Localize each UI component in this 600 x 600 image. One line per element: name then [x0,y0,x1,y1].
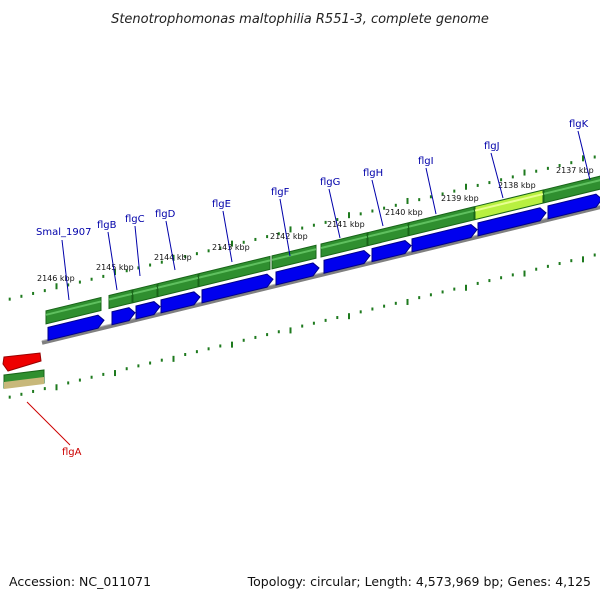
gene-label-flga[interactable]: flgA [62,447,82,458]
gene-leader-line [279,198,291,257]
gene-band-shine [271,248,317,261]
lower-position-scale [8,253,596,399]
position-label: 2142 kbp [270,232,308,241]
gene-leader-line [490,152,504,199]
position-label: 2145 kbp [96,263,134,272]
gene-band-shine [474,193,544,212]
position-label: 2137 kbp [556,166,594,175]
cds-arrow[interactable] [547,193,600,220]
gene-label-flgg[interactable]: flgG [320,177,340,188]
gene-label-smal_1907[interactable]: Smal_1907 [36,227,91,238]
gene-label-flgi[interactable]: flgI [418,156,434,167]
cds-track[interactable] [47,193,600,341]
position-label: 2141 kbp [327,220,365,229]
position-label: 2143 kbp [212,243,250,252]
gene-track[interactable] [45,175,600,325]
gene-band-shine [367,225,409,238]
cds-arrow[interactable] [111,307,136,326]
position-label: 2138 kbp [498,181,536,190]
gene-leader-line [425,167,437,215]
cds-arrow[interactable] [477,207,547,237]
gene-band-shine [157,276,199,289]
cds-arrow[interactable] [371,240,412,263]
gene-band-shine [198,259,271,279]
position-label: 2140 kbp [385,208,423,217]
accession-text: Accession: NC_011071 [9,574,151,589]
gene-labels[interactable]: Smal_1907 flgB flgC flgD flgE flgF flgG flgH flg… [26,119,591,458]
gene-label-flgc[interactable]: flgC [125,214,145,225]
gene-leader-line [328,188,341,239]
cds-arrow[interactable] [275,262,320,286]
cds-arrow[interactable] [135,301,161,320]
cds-arrow[interactable] [160,291,201,314]
gene-label-flgb[interactable]: flgB [97,220,117,231]
gene-band-shine [543,179,600,195]
gene-label-flgj[interactable]: flgJ [484,141,500,152]
gene-band-shine [108,292,133,301]
gene-leader-line [577,130,591,181]
gene-label-flgk[interactable]: flgK [569,119,589,130]
cds-arrow[interactable] [47,314,105,341]
cds-arrow[interactable] [411,224,478,253]
lower-strand-features[interactable] [2,352,45,389]
gene-leader-line [371,179,384,227]
gene-label-flgd[interactable]: flgD [155,209,176,220]
cds-arrow[interactable] [201,273,274,304]
flga-feature-band[interactable] [4,377,44,389]
upper-position-scale [8,155,596,301]
backbone-line [41,205,600,345]
gene-band-shine [132,286,158,295]
flga-arrow[interactable] [2,352,42,372]
gene-leader-line [26,401,71,446]
gene-leader-line [61,239,70,301]
gene-band-shine [45,300,102,316]
gene-label-flgf[interactable]: flgF [271,187,290,198]
gene-leader-line [165,220,176,271]
gene-leader-line [107,231,118,291]
position-label: 2146 kbp [37,274,75,283]
genome-summary-text: Topology: circular; Length: 4,573,969 bp… [247,574,591,589]
gene-label-flge[interactable]: flgE [212,199,231,210]
position-label: 2139 kbp [441,194,479,203]
gene-band-shine [320,235,368,249]
gene-band-shine [408,209,475,228]
gene-leader-line [222,210,233,263]
map-title: Stenotrophomonas maltophilia R551-3, com… [111,12,489,27]
gene-leader-line [134,225,141,277]
cds-arrow[interactable] [323,250,371,274]
gene-label-flgh[interactable]: flgH [363,168,383,179]
